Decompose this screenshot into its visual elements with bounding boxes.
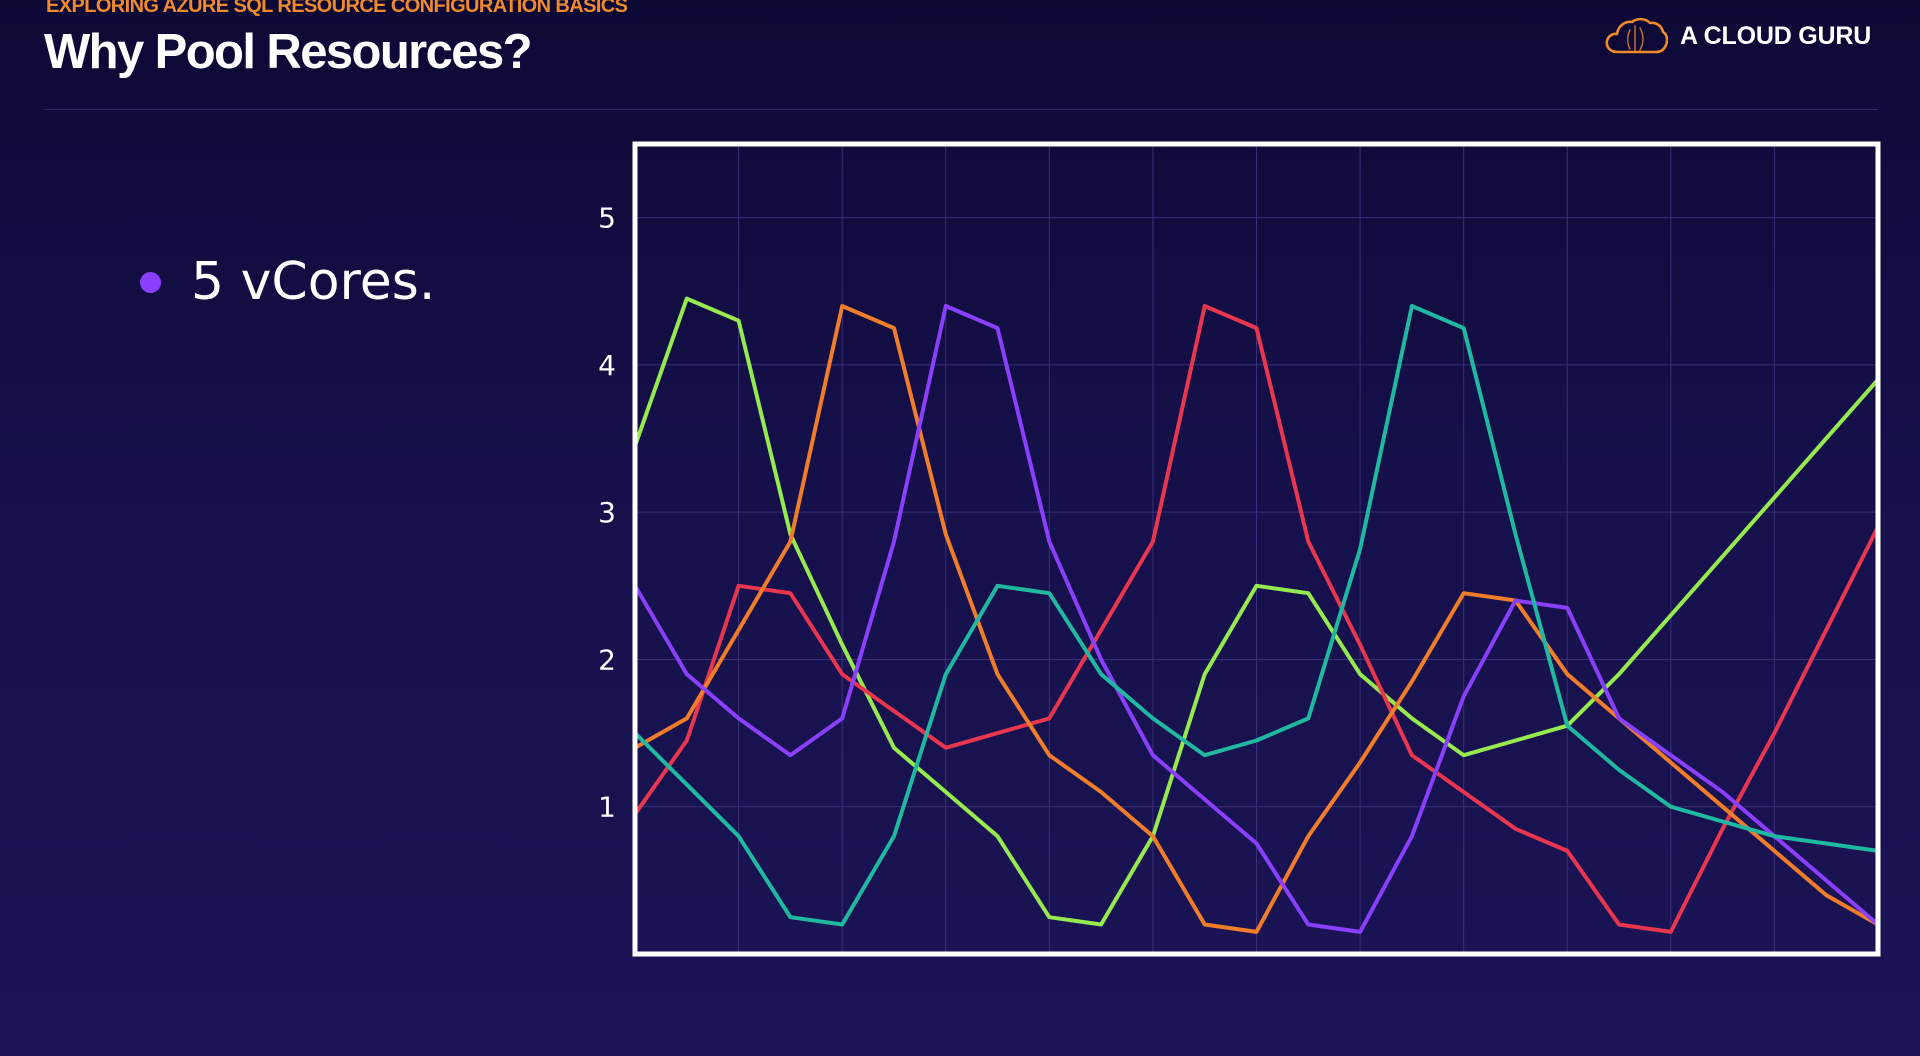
series-line-5 <box>635 304 1878 927</box>
bullet-item: 5 vCores. <box>140 252 435 312</box>
series-line-2 <box>635 304 1878 934</box>
y-tick-label: 5 <box>598 202 616 235</box>
course-eyebrow: EXPLORING AZURE SQL RESOURCE CONFIGURATI… <box>46 0 628 17</box>
slide-title: Why Pool Resources? <box>44 25 533 79</box>
chart-series <box>635 296 1878 934</box>
header-divider <box>44 109 1878 110</box>
y-axis-ticks: 1 2 3 4 5 <box>598 202 616 824</box>
bullet-dot-icon <box>140 271 161 293</box>
y-tick-label: 2 <box>598 643 616 676</box>
brand-name: A CLOUD GURU <box>1680 21 1872 50</box>
cloud-logo-icon <box>1605 17 1668 54</box>
chart-grid <box>635 144 1878 954</box>
y-tick-label: 3 <box>598 496 616 529</box>
bullet-list: 5 vCores. <box>140 252 435 312</box>
series-line-3 <box>635 304 1878 934</box>
brand: A CLOUD GURU <box>1604 14 1871 58</box>
series-line-4 <box>635 304 1878 934</box>
bullet-text: 5 vCores. <box>191 252 436 312</box>
plot-frame <box>632 141 1881 957</box>
y-tick-label: 1 <box>598 791 616 824</box>
series-line-1 <box>635 296 1878 927</box>
y-tick-label: 4 <box>598 349 616 382</box>
